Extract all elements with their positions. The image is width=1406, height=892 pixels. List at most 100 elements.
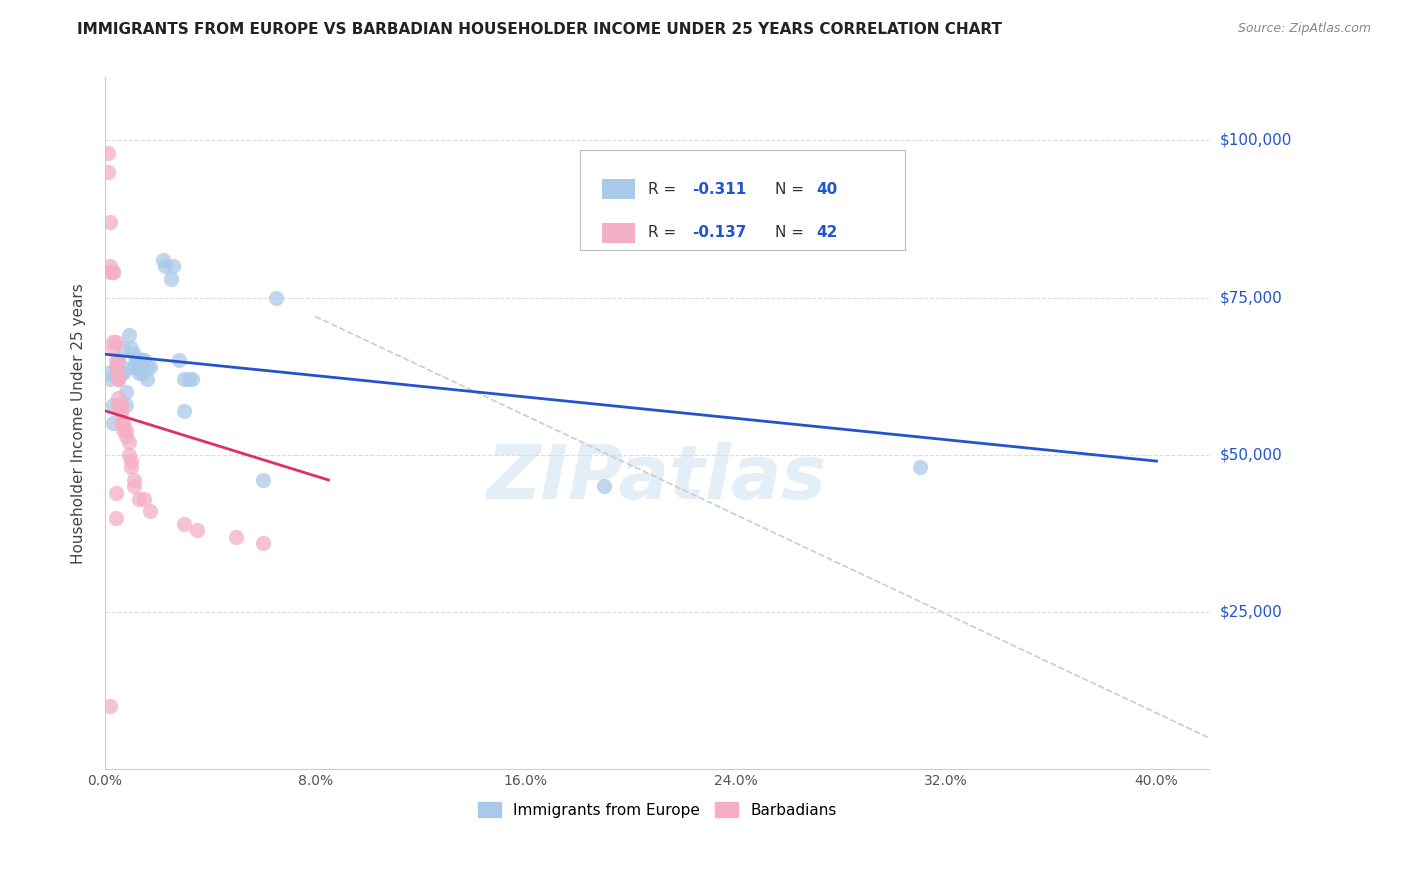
Point xyxy=(115,429,138,443)
Point xyxy=(110,397,132,411)
Text: R =: R = xyxy=(648,226,682,241)
Point xyxy=(110,397,132,411)
Text: $25,000: $25,000 xyxy=(1220,605,1282,620)
Point xyxy=(134,353,156,368)
Point xyxy=(107,397,129,411)
Point xyxy=(128,491,150,506)
FancyBboxPatch shape xyxy=(602,223,636,244)
Point xyxy=(138,504,160,518)
Y-axis label: Householder Income Under 25 years: Householder Income Under 25 years xyxy=(72,283,86,564)
Point xyxy=(122,479,145,493)
Point xyxy=(152,252,174,267)
Point xyxy=(104,510,127,524)
Point xyxy=(908,460,931,475)
Text: 40: 40 xyxy=(815,182,838,196)
Point xyxy=(97,165,120,179)
Point xyxy=(179,372,201,386)
Point xyxy=(128,366,150,380)
Point xyxy=(101,397,124,411)
Point xyxy=(97,366,120,380)
Point xyxy=(138,359,160,374)
Point xyxy=(98,265,121,279)
Point xyxy=(112,341,135,355)
FancyBboxPatch shape xyxy=(579,150,905,251)
Point xyxy=(128,359,150,374)
Point xyxy=(101,265,124,279)
Point xyxy=(101,265,124,279)
Point xyxy=(131,353,153,368)
Point xyxy=(252,536,274,550)
Point xyxy=(167,353,190,368)
Point xyxy=(118,435,141,450)
Point xyxy=(107,353,129,368)
Point xyxy=(264,291,287,305)
Point xyxy=(101,341,124,355)
Point xyxy=(173,516,195,531)
Point xyxy=(107,391,129,405)
Point xyxy=(107,372,129,386)
Text: ZIPatlas: ZIPatlas xyxy=(486,442,827,516)
Point xyxy=(107,353,129,368)
Point xyxy=(162,259,184,273)
Point xyxy=(186,524,208,538)
Text: -0.137: -0.137 xyxy=(692,226,747,241)
Text: 42: 42 xyxy=(815,226,838,241)
Point xyxy=(115,423,138,437)
Point xyxy=(122,347,145,361)
Point xyxy=(115,397,138,411)
Point xyxy=(98,259,121,273)
Point xyxy=(120,341,142,355)
Point xyxy=(180,372,202,386)
Point xyxy=(122,473,145,487)
Text: R =: R = xyxy=(648,182,682,196)
Point xyxy=(110,417,132,431)
Point xyxy=(107,366,129,380)
Point xyxy=(101,334,124,349)
Point xyxy=(101,417,124,431)
Point xyxy=(104,485,127,500)
Text: $100,000: $100,000 xyxy=(1220,133,1292,148)
Point xyxy=(112,366,135,380)
Legend: Immigrants from Europe, Barbadians: Immigrants from Europe, Barbadians xyxy=(471,796,842,824)
Point xyxy=(104,359,127,374)
Point xyxy=(112,417,135,431)
Text: $50,000: $50,000 xyxy=(1220,447,1282,462)
Point xyxy=(173,372,195,386)
Point xyxy=(98,699,121,714)
Point xyxy=(98,215,121,229)
Text: N =: N = xyxy=(775,226,808,241)
Point xyxy=(115,384,138,399)
Text: $75,000: $75,000 xyxy=(1220,290,1282,305)
Point xyxy=(118,328,141,343)
Point xyxy=(134,491,156,506)
Point xyxy=(107,372,129,386)
Point xyxy=(97,145,120,160)
Point xyxy=(104,359,127,374)
Point xyxy=(104,334,127,349)
Text: Source: ZipAtlas.com: Source: ZipAtlas.com xyxy=(1237,22,1371,36)
Point xyxy=(131,366,153,380)
Point xyxy=(155,259,177,273)
Point xyxy=(120,359,142,374)
Point xyxy=(107,372,129,386)
Text: -0.311: -0.311 xyxy=(692,182,747,196)
Point xyxy=(120,460,142,475)
Point xyxy=(104,353,127,368)
Point xyxy=(225,530,247,544)
Point xyxy=(98,372,121,386)
Point xyxy=(120,454,142,468)
Point xyxy=(110,404,132,418)
Point xyxy=(136,359,159,374)
Point xyxy=(118,448,141,462)
Text: N =: N = xyxy=(775,182,808,196)
Point xyxy=(173,404,195,418)
Point xyxy=(112,423,135,437)
Point xyxy=(122,359,145,374)
Point xyxy=(110,366,132,380)
FancyBboxPatch shape xyxy=(602,178,636,200)
Point xyxy=(593,479,616,493)
Point xyxy=(159,271,181,285)
Text: IMMIGRANTS FROM EUROPE VS BARBADIAN HOUSEHOLDER INCOME UNDER 25 YEARS CORRELATIO: IMMIGRANTS FROM EUROPE VS BARBADIAN HOUS… xyxy=(77,22,1002,37)
Point xyxy=(110,404,132,418)
Point xyxy=(136,372,159,386)
